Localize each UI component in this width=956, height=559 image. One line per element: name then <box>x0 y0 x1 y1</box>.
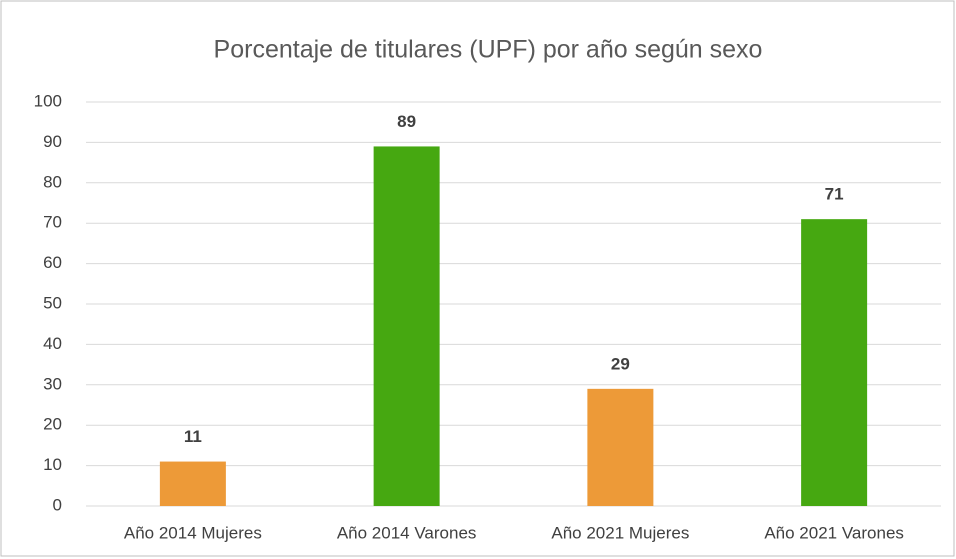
y-tick-label: 30 <box>43 374 62 393</box>
data-label: 29 <box>611 354 630 373</box>
chart-title: Porcentaje de titulares (UPF) por año se… <box>214 36 763 64</box>
y-tick-label: 70 <box>43 213 62 232</box>
bar <box>587 388 654 506</box>
x-tick-label: Año 2021 Varones <box>764 523 904 542</box>
bar <box>373 146 440 506</box>
y-tick-label: 80 <box>43 172 62 191</box>
data-label: 71 <box>825 185 844 204</box>
y-tick-label: 90 <box>43 132 62 151</box>
y-tick-label: 60 <box>43 253 62 272</box>
y-tick-label: 50 <box>43 293 62 312</box>
y-tick-label: 20 <box>43 415 62 434</box>
y-tick-label: 0 <box>53 495 62 514</box>
bar <box>801 219 868 506</box>
x-tick-label: Año 2014 Mujeres <box>124 523 262 542</box>
y-tick-label: 40 <box>43 334 62 353</box>
y-tick-label: 100 <box>34 91 62 110</box>
y-tick-label: 10 <box>43 455 62 474</box>
bar <box>159 461 226 506</box>
x-tick-label: Año 2014 Varones <box>337 523 477 542</box>
data-label: 89 <box>397 112 416 131</box>
data-label: 11 <box>184 427 202 446</box>
x-tick-label: Año 2021 Mujeres <box>551 523 689 542</box>
